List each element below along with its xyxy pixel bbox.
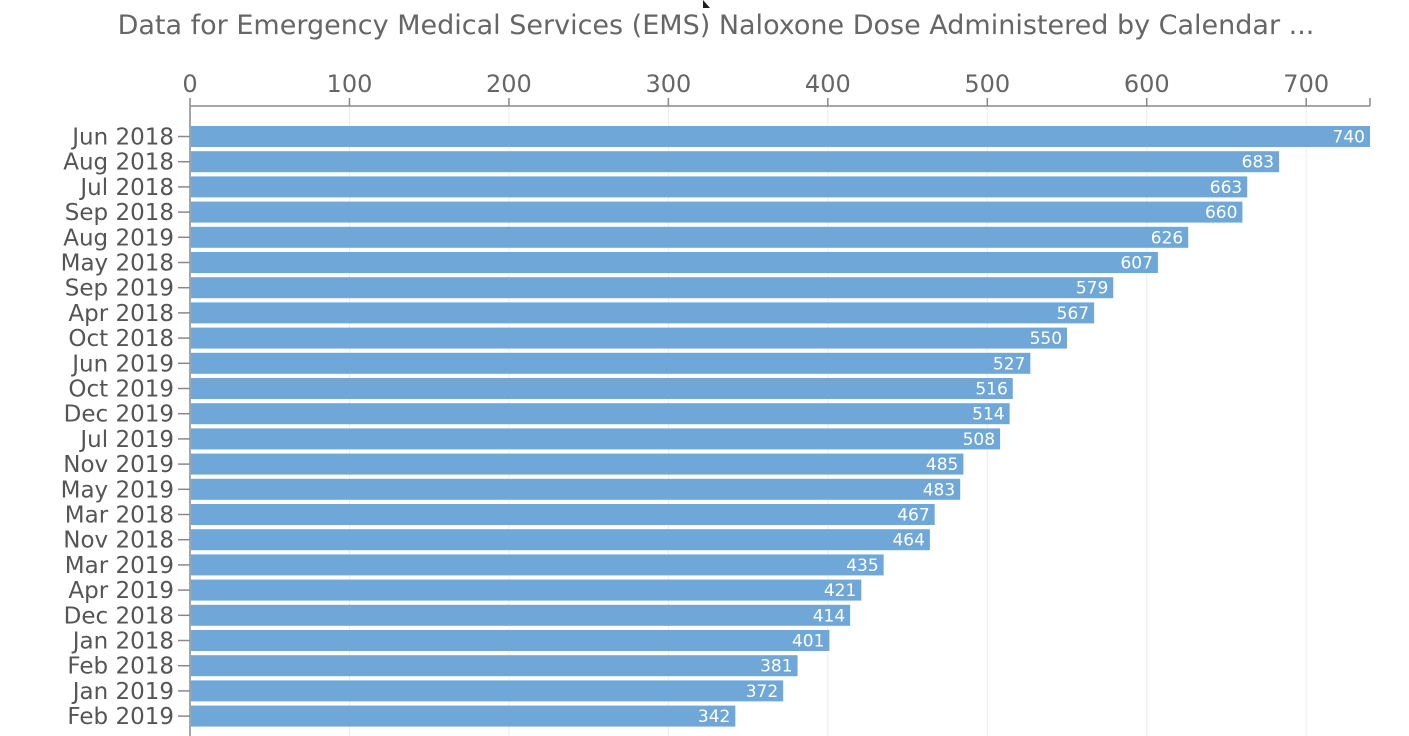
y-tick-label: Oct 2018 [68, 326, 174, 352]
bar[interactable] [191, 201, 1243, 223]
y-tick-label: Aug 2018 [63, 150, 174, 176]
y-tick-label: Apr 2019 [68, 578, 174, 604]
bar[interactable] [191, 630, 830, 651]
y-tick-label: Nov 2018 [63, 528, 174, 554]
bar-value-label: 660 [1205, 203, 1237, 223]
bar[interactable] [191, 252, 1158, 273]
y-tick-label: Aug 2019 [63, 225, 174, 251]
bar-value-label: 683 [1242, 153, 1274, 173]
bar-value-label: 516 [975, 380, 1007, 400]
y-tick-label: May 2018 [61, 251, 174, 277]
bar[interactable] [191, 453, 964, 475]
bar-value-label: 663 [1210, 178, 1242, 198]
bar[interactable] [191, 529, 930, 551]
x-axis: 0 100 200 300 400 500 600 700 [182, 70, 1371, 107]
y-tick-label: Jun 2019 [70, 351, 174, 377]
bar[interactable] [191, 352, 1031, 374]
y-tick-label: Oct 2019 [68, 377, 174, 403]
bar-value-label: 421 [824, 581, 856, 601]
bar[interactable] [191, 277, 1114, 299]
y-tick-label: Apr 2018 [68, 301, 174, 327]
bar[interactable] [191, 579, 862, 601]
bar-value-label: 401 [792, 632, 824, 652]
bar[interactable] [191, 327, 1068, 349]
y-tick-label: Sep 2019 [65, 276, 174, 302]
bar[interactable] [191, 680, 784, 702]
bar-value-label: 414 [813, 606, 845, 626]
bar[interactable] [191, 151, 1280, 173]
bar-value-label: 508 [963, 430, 995, 450]
y-tick-label: Jun 2018 [70, 125, 174, 151]
bar-value-label: 550 [1030, 329, 1062, 349]
bar-value-label: 579 [1076, 279, 1108, 299]
y-tick-label: Jan 2019 [71, 679, 174, 705]
y-tick-label: Jul 2019 [78, 427, 174, 453]
y-tick-label: Dec 2019 [64, 402, 174, 428]
bar-value-label: 342 [698, 707, 730, 727]
bar-value-label: 485 [926, 455, 958, 475]
x-tick-label: 500 [964, 70, 1010, 98]
bar[interactable] [191, 176, 1248, 198]
y-tick-label: Mar 2019 [65, 553, 174, 579]
bar[interactable] [191, 554, 884, 576]
x-tick-label: 300 [645, 70, 691, 98]
bar-value-label: 527 [993, 354, 1025, 374]
x-tick-label: 100 [327, 70, 373, 98]
y-tick-label: Feb 2018 [67, 654, 174, 680]
bars: 7406836636606266075795675505275165145084… [191, 126, 1370, 727]
bar[interactable] [191, 655, 798, 677]
bar-value-label: 467 [897, 506, 929, 526]
bar-value-label: 607 [1120, 254, 1152, 274]
x-tick-label: 200 [486, 70, 532, 98]
y-tick-label: Nov 2019 [63, 452, 174, 478]
mouse-cursor [703, 0, 710, 8]
x-tick-label: 600 [1124, 70, 1170, 98]
bar-value-label: 567 [1057, 304, 1089, 324]
chart-title: Data for Emergency Medical Services (EMS… [117, 10, 1315, 41]
bar[interactable] [191, 226, 1189, 248]
bar[interactable] [191, 705, 736, 727]
bar-value-label: 483 [923, 480, 955, 500]
bar[interactable] [191, 126, 1370, 147]
bar-value-label: 381 [760, 657, 792, 677]
x-tick-label: 700 [1283, 70, 1329, 98]
bar[interactable] [191, 604, 851, 626]
bar[interactable] [191, 403, 1010, 425]
bar-value-label: 435 [846, 556, 878, 576]
x-tick-label: 0 [182, 70, 197, 98]
bar[interactable] [191, 428, 1001, 450]
y-tick-label: Jul 2018 [78, 175, 174, 201]
y-tick-label: Dec 2018 [64, 603, 174, 629]
y-tick-label: Jan 2018 [71, 629, 174, 655]
y-tick-label: May 2019 [61, 477, 174, 503]
y-tick-label: Mar 2018 [65, 503, 174, 529]
bar-value-label: 464 [892, 531, 924, 551]
bar-value-label: 740 [1333, 128, 1365, 148]
x-tick-label: 400 [805, 70, 851, 98]
bar[interactable] [191, 478, 961, 500]
y-tick-label: Sep 2018 [65, 200, 174, 226]
bar-value-label: 372 [746, 682, 778, 702]
bar-value-label: 626 [1151, 228, 1183, 248]
bar[interactable] [191, 302, 1095, 324]
bar[interactable] [191, 504, 935, 525]
bar[interactable] [191, 378, 1013, 399]
bar-value-label: 514 [972, 405, 1004, 425]
y-tick-label: Feb 2019 [67, 704, 174, 730]
